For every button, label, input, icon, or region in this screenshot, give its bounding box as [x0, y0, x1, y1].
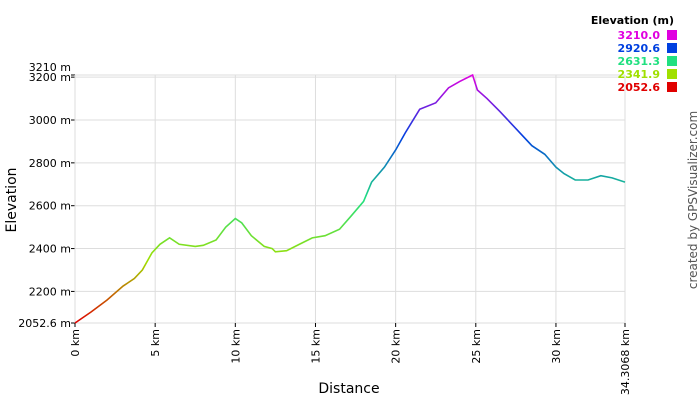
legend-label: 2920.6	[618, 42, 661, 55]
x-tick-label: 25 km	[470, 329, 483, 364]
legend-swatch	[667, 56, 677, 66]
y-tick-label: 2200 m	[29, 285, 71, 298]
y-tick-label: 3000 m	[29, 114, 71, 127]
x-tick-label: 0 km	[69, 329, 82, 357]
legend-label: 2052.6	[618, 81, 661, 94]
legend-label: 2341.9	[618, 68, 660, 81]
elevation-line	[74, 73, 626, 324]
x-tick-label: 5 km	[149, 329, 162, 357]
legend-label: 3210.0	[618, 29, 661, 42]
legend-label: 2631.3	[618, 55, 660, 68]
x-tick-label: 10 km	[229, 329, 242, 364]
legend-swatch	[667, 43, 677, 53]
credit: created by GPSVisualizer.com	[686, 111, 700, 289]
x-axis-title: Distance	[318, 381, 379, 397]
legend-title: Elevation (m)	[591, 14, 674, 27]
legend-swatch	[667, 30, 677, 40]
x-tick-label: 34.3068 km	[619, 329, 632, 395]
x-tick-label: 30 km	[550, 329, 563, 364]
y-tick-label: 2600 m	[29, 200, 71, 213]
legend-swatch	[667, 82, 677, 92]
y-tick-label: 3200 m	[29, 71, 71, 84]
y-tick-label: 3210 m	[29, 61, 71, 74]
y-tick-label: 2400 m	[29, 243, 71, 256]
x-tick-label: 15 km	[309, 329, 322, 364]
y-axis-title: Elevation	[4, 167, 20, 232]
y-tick-label: 2052.6 m	[18, 317, 71, 330]
y-tick-label: 2800 m	[29, 157, 71, 170]
legend-swatch	[667, 69, 677, 79]
x-tick-label: 20 km	[390, 329, 403, 364]
